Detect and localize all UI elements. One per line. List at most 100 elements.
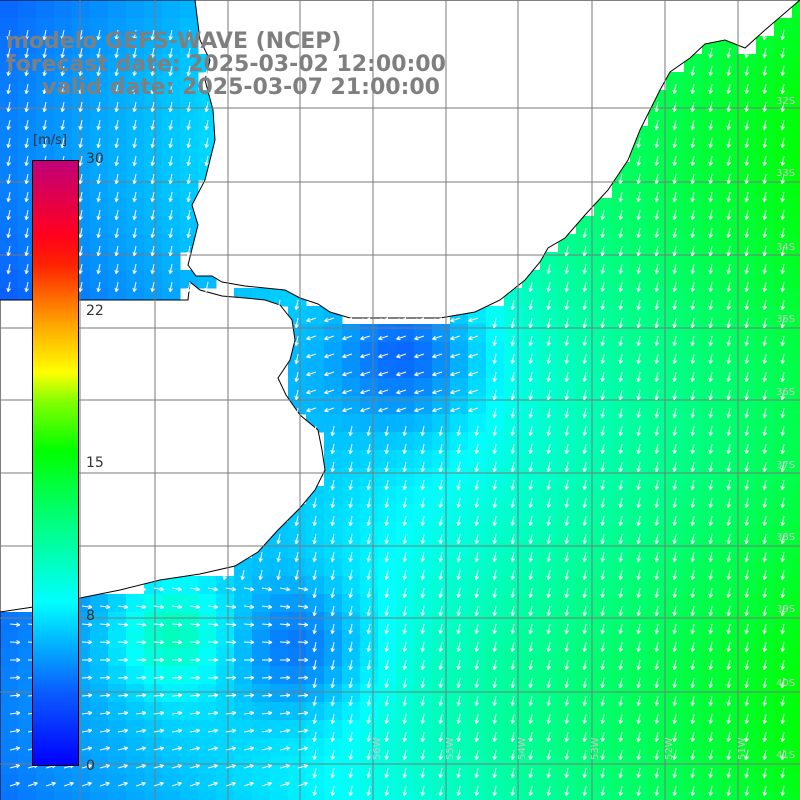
wind-cell — [540, 324, 559, 343]
wind-cell — [702, 126, 721, 145]
wind-cell — [306, 666, 325, 685]
wind-cell — [0, 612, 19, 631]
wind-cell — [0, 252, 19, 271]
wind-cell — [648, 648, 667, 667]
wind-cell — [702, 504, 721, 523]
wind-cell — [792, 396, 800, 415]
wind-cell — [702, 90, 721, 109]
wind-cell — [486, 378, 505, 397]
wind-cell — [702, 396, 721, 415]
wind-cell — [666, 738, 685, 757]
wind-cell — [756, 270, 775, 289]
wind-cell — [288, 702, 307, 721]
wind-cell — [414, 792, 433, 800]
wind-arrow — [132, 155, 137, 167]
wind-arrow — [342, 317, 353, 323]
wind-cell — [684, 738, 703, 757]
wind-cell — [360, 774, 379, 793]
wind-cell — [792, 558, 800, 577]
wind-cell — [666, 702, 685, 721]
wind-arrow — [78, 65, 83, 77]
wind-cell — [342, 432, 361, 451]
wind-cell — [36, 90, 55, 109]
wind-cell — [252, 702, 271, 721]
wind-cell — [594, 756, 613, 775]
wind-cell — [360, 684, 379, 703]
wind-cell — [576, 252, 595, 271]
wind-cell — [378, 540, 397, 559]
wind-cell — [0, 234, 19, 253]
wind-cell — [684, 702, 703, 721]
wind-arrow — [726, 191, 731, 203]
wind-cell — [594, 306, 613, 325]
wind-cell — [558, 648, 577, 667]
wind-cell — [738, 522, 757, 541]
wind-cell — [18, 756, 37, 775]
wind-cell — [18, 108, 37, 127]
wind-cell — [612, 414, 631, 433]
wind-cell — [180, 36, 199, 55]
wind-cell — [18, 162, 37, 181]
wind-cell — [396, 594, 415, 613]
forecast-date: forecast date: 2025-03-02 12:00:00 — [6, 52, 446, 77]
wind-cell — [144, 756, 163, 775]
wind-cell — [486, 360, 505, 379]
wind-cell — [792, 720, 800, 739]
wind-cell — [270, 792, 289, 800]
wind-cell — [792, 54, 800, 73]
wind-cell — [558, 756, 577, 775]
wind-cell — [378, 666, 397, 685]
wind-cell — [450, 432, 469, 451]
wind-cell — [612, 288, 631, 307]
wind-cell — [216, 576, 235, 595]
wind-cell — [144, 72, 163, 91]
wind-arrow — [762, 137, 767, 149]
wind-cell — [288, 540, 307, 559]
wind-arrow — [6, 101, 11, 113]
wind-cell — [414, 756, 433, 775]
wind-cell — [180, 162, 199, 181]
wind-arrow — [114, 65, 119, 77]
wind-cell — [720, 756, 739, 775]
wind-cell — [576, 702, 595, 721]
wind-cell — [630, 594, 649, 613]
wind-cell — [612, 666, 631, 685]
wind-cell — [792, 468, 800, 487]
wind-cell — [396, 720, 415, 739]
wind-cell — [558, 270, 577, 289]
wind-arrow — [150, 47, 155, 59]
wind-cell — [450, 666, 469, 685]
wind-cell — [612, 792, 631, 800]
wind-cell — [234, 738, 253, 757]
wind-arrow — [186, 119, 191, 131]
wind-cell — [684, 108, 703, 127]
wind-cell — [756, 630, 775, 649]
wind-cell — [126, 180, 145, 199]
wind-cell — [648, 486, 667, 505]
wind-cell — [126, 666, 145, 685]
wind-cell — [630, 756, 649, 775]
wind-cell — [792, 432, 800, 451]
wind-arrow — [168, 137, 173, 149]
wind-cell — [414, 648, 433, 667]
wind-cell — [360, 702, 379, 721]
wind-arrow — [636, 155, 641, 167]
wind-cell — [522, 432, 541, 451]
wind-cell — [792, 594, 800, 613]
wind-arrow — [78, 83, 83, 95]
wind-cell — [396, 576, 415, 595]
wind-cell — [630, 666, 649, 685]
wind-cell — [792, 72, 800, 91]
wind-cell — [684, 324, 703, 343]
wind-cell — [684, 126, 703, 145]
wind-cell — [90, 684, 109, 703]
wind-cell — [18, 180, 37, 199]
wind-cell — [594, 450, 613, 469]
wind-cell — [0, 72, 19, 91]
wind-arrow — [762, 119, 767, 131]
wind-cell — [216, 594, 235, 613]
wind-cell — [90, 18, 109, 37]
wind-cell — [342, 594, 361, 613]
wind-arrow — [204, 65, 209, 77]
